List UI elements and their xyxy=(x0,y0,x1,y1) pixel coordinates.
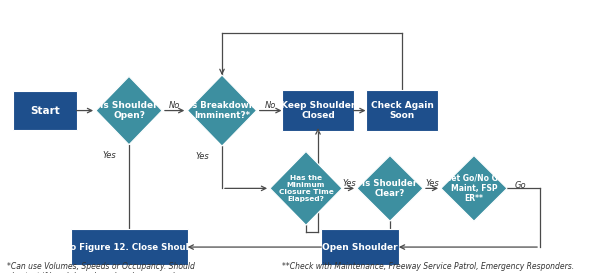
FancyBboxPatch shape xyxy=(13,91,77,130)
Text: Go: Go xyxy=(515,181,526,190)
Text: Get Go/No Go
Maint, FSP
ER**: Get Go/No Go Maint, FSP ER** xyxy=(445,173,503,203)
FancyBboxPatch shape xyxy=(366,90,438,131)
Text: Go to Figure 12. Close Shoulder.: Go to Figure 12. Close Shoulder. xyxy=(50,243,208,251)
Text: *Can use Volumes, Speeds or Occupancy. Should
also test if breakdown has already: *Can use Volumes, Speeds or Occupancy. S… xyxy=(7,262,195,273)
Text: Check Again
Soon: Check Again Soon xyxy=(371,101,433,120)
Text: Yes: Yes xyxy=(425,179,439,188)
Text: Is Shoulder
Clear?: Is Shoulder Clear? xyxy=(362,179,418,198)
Polygon shape xyxy=(357,156,423,221)
FancyBboxPatch shape xyxy=(321,229,399,265)
Text: Yes: Yes xyxy=(102,151,116,160)
Text: Yes: Yes xyxy=(343,179,356,188)
Text: Has the
Minimum
Closure Time
Elapsed?: Has the Minimum Closure Time Elapsed? xyxy=(278,175,334,202)
Polygon shape xyxy=(441,156,507,221)
Text: Keep Shoulder
Closed: Keep Shoulder Closed xyxy=(281,101,355,120)
FancyBboxPatch shape xyxy=(71,229,187,265)
Text: **Check with Maintenance, Freeway Service Patrol, Emergency Responders.: **Check with Maintenance, Freeway Servic… xyxy=(282,262,574,271)
Text: No: No xyxy=(169,102,180,110)
FancyBboxPatch shape xyxy=(282,90,354,131)
Polygon shape xyxy=(96,76,162,145)
Text: Open Shoulder: Open Shoulder xyxy=(322,243,398,251)
Text: No: No xyxy=(265,102,276,110)
Text: Is Shoulder
Open?: Is Shoulder Open? xyxy=(100,101,158,120)
Text: Yes: Yes xyxy=(195,153,209,161)
Text: Start: Start xyxy=(30,106,60,115)
Polygon shape xyxy=(187,75,257,146)
Polygon shape xyxy=(270,152,342,225)
Text: Is Breakdown
Imminent?*: Is Breakdown Imminent?* xyxy=(189,101,255,120)
